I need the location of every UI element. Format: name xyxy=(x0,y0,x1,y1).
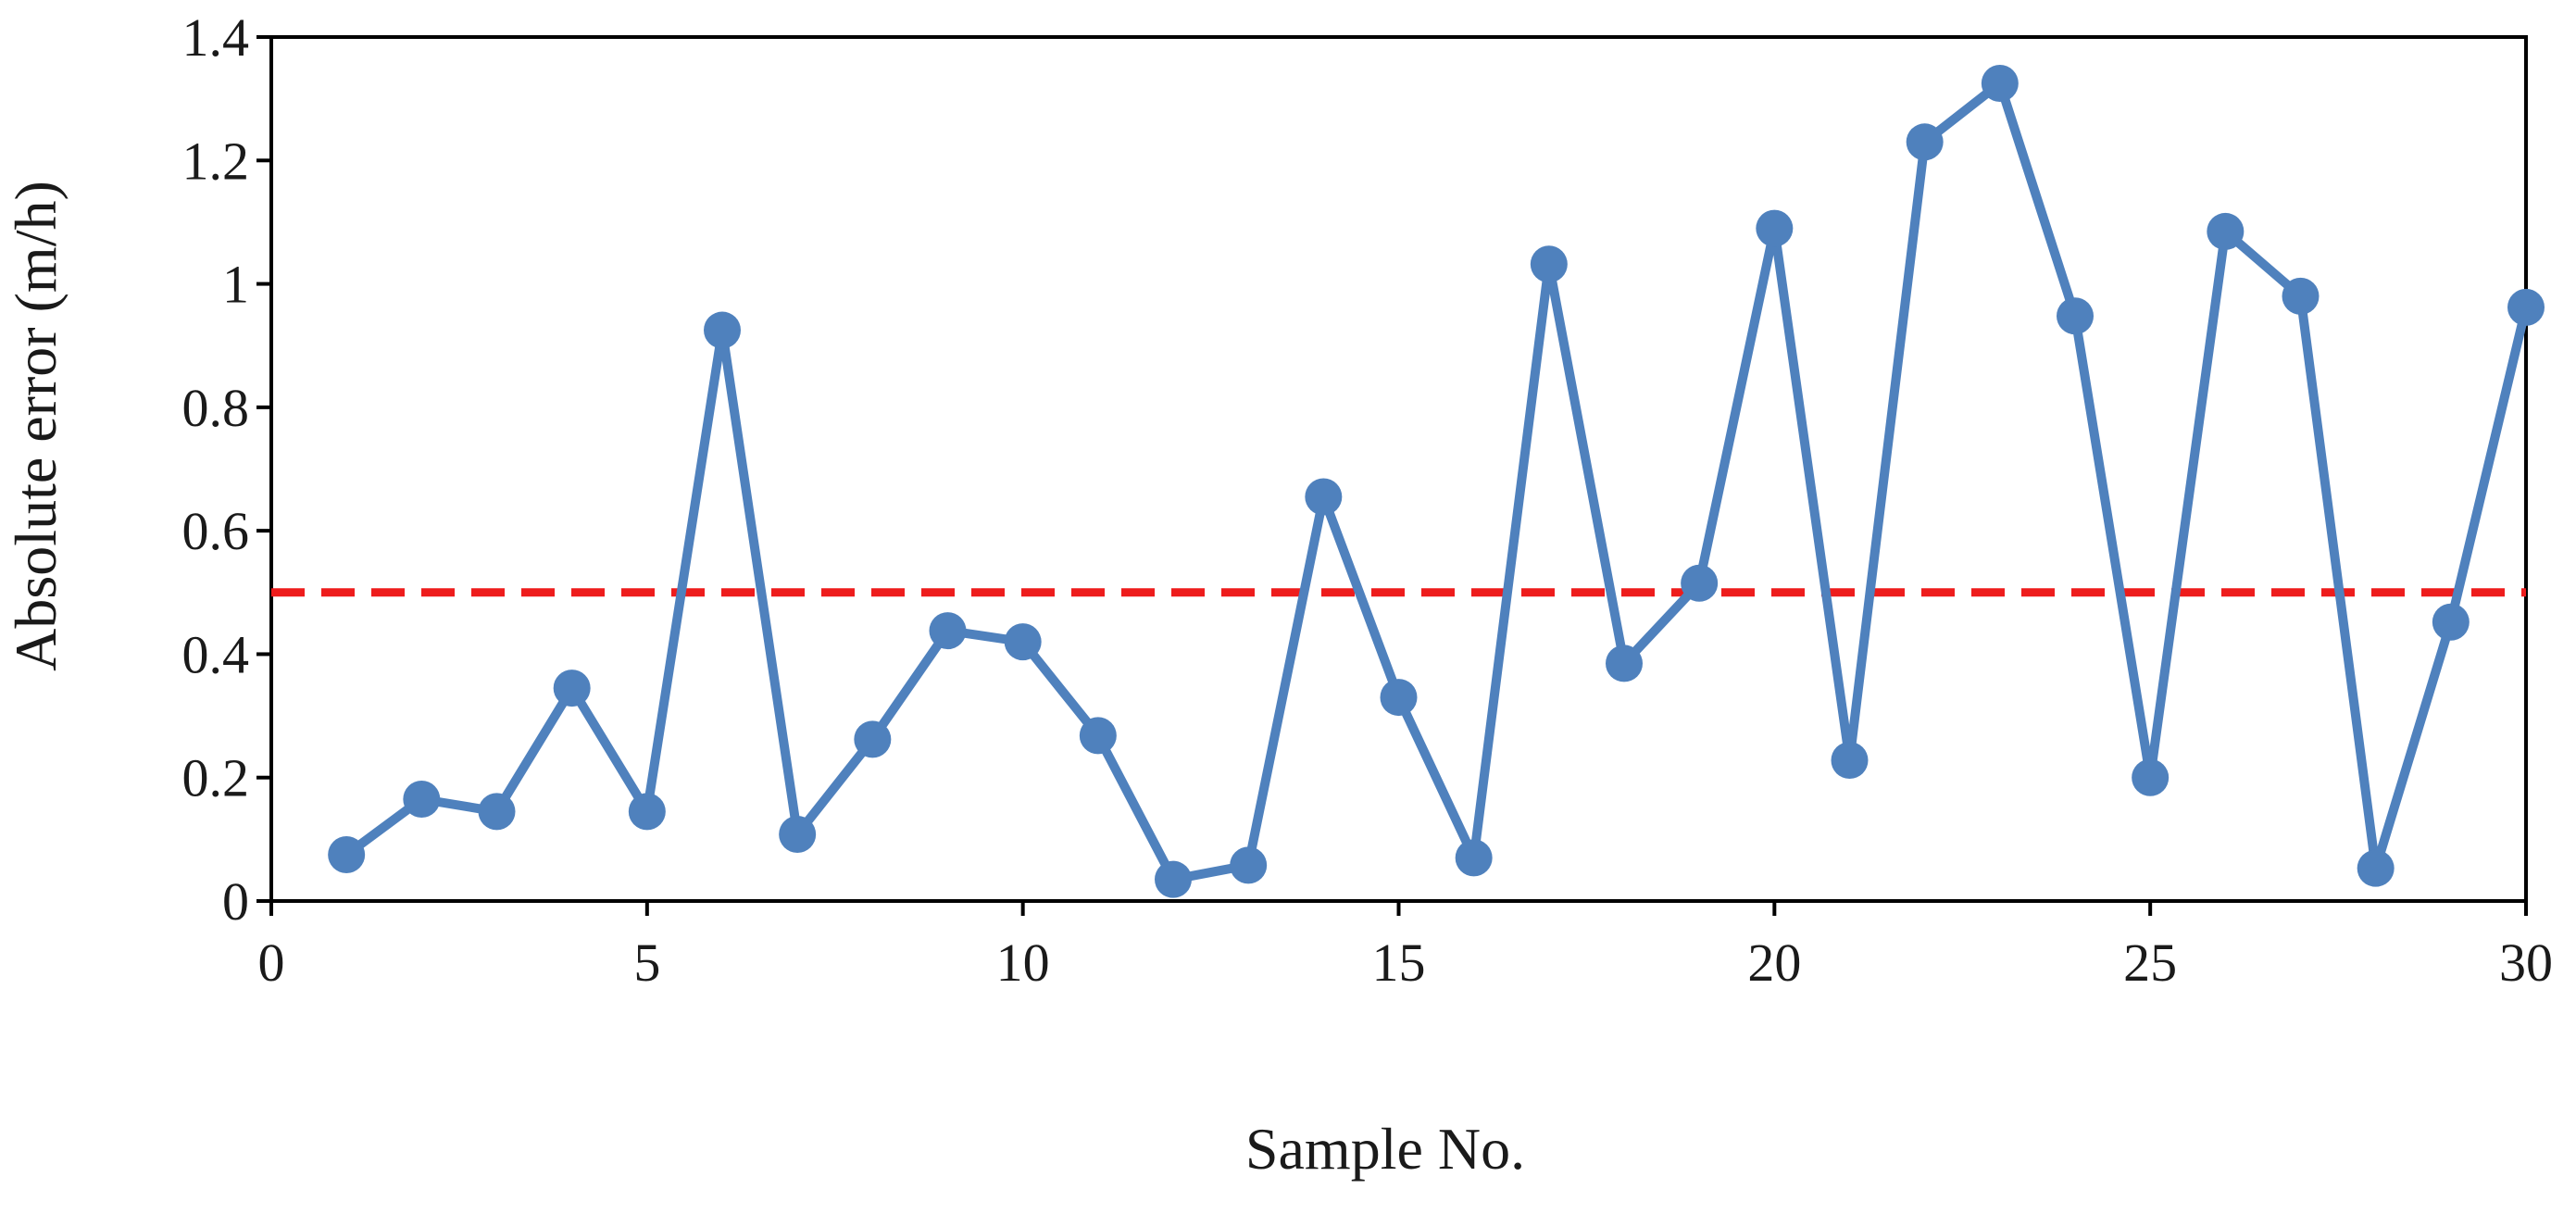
data-point xyxy=(2432,603,2470,641)
y-tick-label: 0.8 xyxy=(182,378,250,438)
y-axis-title: Absolute error (m/h) xyxy=(3,181,69,671)
data-point xyxy=(1380,679,1418,717)
data-point xyxy=(2507,288,2545,326)
x-tick-label: 5 xyxy=(633,932,660,993)
data-point xyxy=(403,781,441,819)
data-point xyxy=(328,836,366,874)
data-point xyxy=(854,720,892,758)
x-tick-label: 0 xyxy=(258,932,285,993)
data-point xyxy=(704,311,741,349)
x-tick-label: 15 xyxy=(1372,932,1426,993)
y-tick-label: 1.2 xyxy=(182,131,250,191)
data-point xyxy=(1079,717,1117,755)
data-point xyxy=(2057,297,2094,335)
data-point xyxy=(1004,623,1042,661)
series-line xyxy=(342,79,2531,884)
x-tick-label: 20 xyxy=(1747,932,1801,993)
y-tick-label: 0.4 xyxy=(182,624,250,684)
y-tick-label: 1 xyxy=(222,255,249,315)
x-tick-label: 25 xyxy=(2123,932,2177,993)
data-point xyxy=(929,612,967,650)
data-point xyxy=(2357,849,2395,887)
plot-frame xyxy=(269,35,2528,903)
data-point xyxy=(628,793,666,831)
data-point xyxy=(1831,742,1869,780)
data-point xyxy=(1906,123,1944,161)
data-point xyxy=(1305,478,1343,516)
x-tick-label: 10 xyxy=(996,932,1050,993)
data-point xyxy=(1981,64,2019,102)
data-point xyxy=(2132,758,2170,796)
data-point xyxy=(1155,860,1192,898)
data-point xyxy=(1606,645,1643,682)
axes-layer xyxy=(256,35,2528,916)
y-tick-label: 0.6 xyxy=(182,501,250,561)
data-point xyxy=(1681,564,1719,602)
labels-layer: Sample No. Absolute error (m/h) 0 0.2 0.4 0… xyxy=(3,7,2553,1182)
y-tick-label: 0 xyxy=(222,871,249,932)
data-point xyxy=(779,816,817,854)
data-point xyxy=(553,670,591,707)
y-tick-label: 1.4 xyxy=(182,7,250,68)
data-point xyxy=(2282,277,2320,315)
data-point xyxy=(1455,839,1493,877)
data-point xyxy=(1230,846,1268,884)
data-point xyxy=(1756,209,1794,247)
series-layer xyxy=(328,64,2545,898)
x-tick-label: 30 xyxy=(2499,932,2553,993)
data-point xyxy=(478,793,516,831)
data-point xyxy=(1530,245,1568,283)
y-tick-label: 0.2 xyxy=(182,748,250,808)
data-point xyxy=(2207,212,2245,250)
x-axis-title: Sample No. xyxy=(1245,1116,1525,1182)
